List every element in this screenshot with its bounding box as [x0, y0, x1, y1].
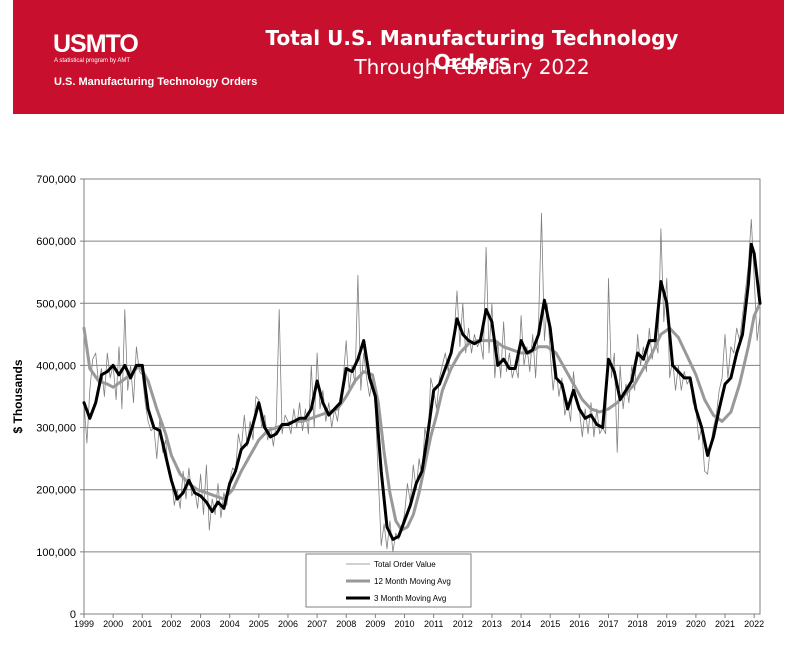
- logo-tagline: A statistical program by AMT: [54, 58, 131, 64]
- y-tick-label: 400,000: [36, 360, 76, 372]
- y-tick-label: 500,000: [36, 298, 76, 310]
- x-tick-label: 2008: [336, 619, 356, 629]
- x-tick-label: 2020: [686, 619, 706, 629]
- x-tick-label: 2016: [569, 619, 589, 629]
- legend-label: 12 Month Moving Avg: [374, 577, 451, 586]
- x-tick-label: 1999: [74, 619, 94, 629]
- y-tick-label: 300,000: [36, 423, 76, 435]
- chart-subtitle: Through February 2022: [354, 55, 590, 79]
- x-tick-label: 2006: [278, 619, 298, 629]
- usmto-logo: USMTO: [53, 30, 139, 58]
- x-tick-label: 2022: [744, 619, 764, 629]
- series-line-2: [82, 301, 762, 532]
- y-tick-label: 100,000: [36, 547, 76, 559]
- x-tick-label: 2007: [307, 619, 327, 629]
- y-tick-label: 200,000: [36, 485, 76, 497]
- logo-subtitle: U.S. Manufacturing Technology Orders: [54, 76, 258, 88]
- x-tick-label: 2004: [220, 619, 240, 629]
- plot-area: [83, 178, 761, 615]
- x-tick-label: 2017: [598, 619, 618, 629]
- x-tick-label: 2014: [511, 619, 531, 629]
- chart-title: Total U.S. Manufacturing Technology Orde…: [265, 26, 679, 74]
- x-tick-label: 2021: [715, 619, 735, 629]
- x-tick-label: 2013: [482, 619, 502, 629]
- legend-label: 3 Month Moving Avg: [374, 594, 446, 603]
- series-line-3: [82, 242, 762, 541]
- legend-box: [305, 553, 472, 608]
- y-tick-label: 0: [70, 609, 76, 621]
- x-tick-label: 2012: [453, 619, 473, 629]
- header-banner: USMTO A statistical program by AMT U.S. …: [13, 0, 784, 114]
- x-tick-label: 2010: [395, 619, 415, 629]
- x-tick-label: 2009: [365, 619, 385, 629]
- x-tick-label: 2019: [657, 619, 677, 629]
- x-tick-label: 2015: [540, 619, 560, 629]
- x-tick-label: 2001: [132, 619, 152, 629]
- x-tick-label: 2003: [191, 619, 211, 629]
- y-tick-label: 700,000: [36, 174, 76, 186]
- x-tick-label: 2002: [161, 619, 181, 629]
- y-axis-label: $ Thousands: [11, 359, 25, 433]
- y-tick-label: 600,000: [36, 236, 76, 248]
- x-tick-label: 2011: [424, 619, 443, 629]
- x-tick-label: 2005: [249, 619, 269, 629]
- legend-label: Total Order Value: [374, 560, 436, 569]
- x-tick-label: 2018: [628, 619, 648, 629]
- x-tick-label: 2000: [103, 619, 123, 629]
